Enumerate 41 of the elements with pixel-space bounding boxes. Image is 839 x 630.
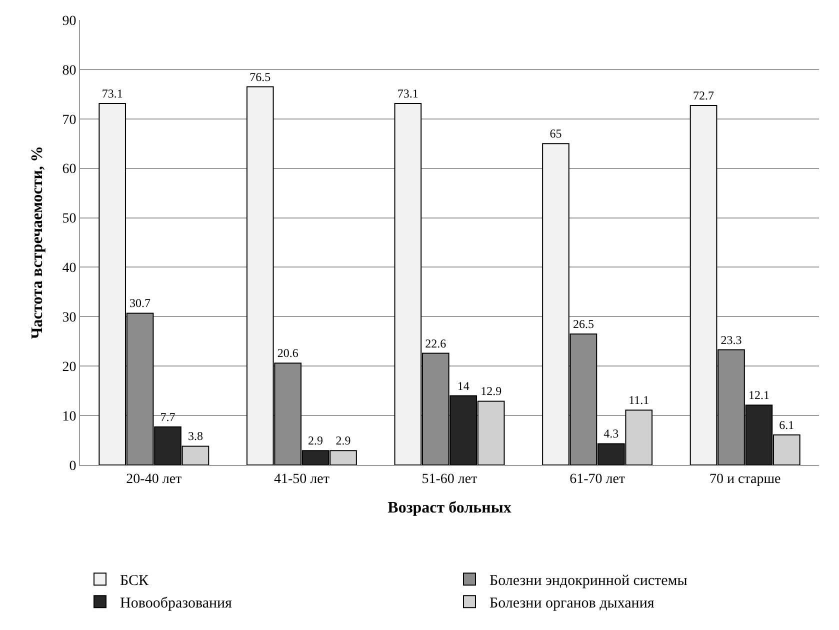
y-tick-label: 40 [62, 261, 76, 276]
data-label: 2.9 [308, 434, 324, 448]
x-tick-label: 61-70 лет [570, 472, 626, 487]
x-tick-label: 20-40 лет [126, 472, 182, 487]
y-tick-label: 0 [69, 458, 76, 474]
data-label: 30.7 [130, 296, 151, 310]
y-tick-label: 60 [62, 162, 76, 178]
data-label: 4.3 [604, 426, 619, 441]
legend-label: Новообразования [120, 596, 232, 612]
y-tick-label: 20 [62, 360, 76, 376]
y-tick-label: 30 [62, 310, 76, 326]
legend-label: Болезни органов дыхания [490, 596, 654, 612]
data-label: 73.1 [397, 86, 418, 101]
y-tick-label: 90 [62, 14, 76, 29]
data-label: 11.1 [628, 393, 650, 408]
data-label: 73.1 [102, 86, 123, 101]
data-label: 20.6 [277, 346, 298, 360]
data-label: 6.1 [779, 418, 794, 432]
y-tick-label: 50 [62, 212, 76, 227]
data-label: 2.9 [336, 434, 351, 448]
data-label: 12.9 [480, 384, 502, 398]
data-label: 23.3 [720, 332, 742, 347]
x-tick-label: 70 и старше [710, 472, 781, 487]
y-axis-title: Частота встречаемости, % [29, 146, 46, 339]
data-label: 12.1 [748, 388, 770, 402]
legend-label: Болезни эндокринной системы [490, 573, 688, 589]
x-tick-label: 51-60 лет [422, 472, 478, 487]
data-label: 26.5 [572, 316, 594, 331]
data-label: 65 [550, 126, 562, 141]
x-axis-title: Возраст больных [388, 500, 512, 516]
legend-label: БСК [120, 573, 150, 589]
data-label: 14 [457, 378, 470, 393]
y-tick-label: 70 [62, 112, 76, 128]
y-tick-label: 80 [62, 63, 76, 78]
x-tick-label: 41-50 лет [274, 472, 330, 487]
data-label: 3.8 [188, 429, 203, 444]
data-label: 7.7 [160, 410, 176, 424]
data-label: 22.6 [425, 336, 446, 350]
y-tick-label: 10 [62, 409, 76, 424]
data-label: 76.5 [250, 70, 271, 84]
data-label: 72.7 [693, 88, 714, 103]
